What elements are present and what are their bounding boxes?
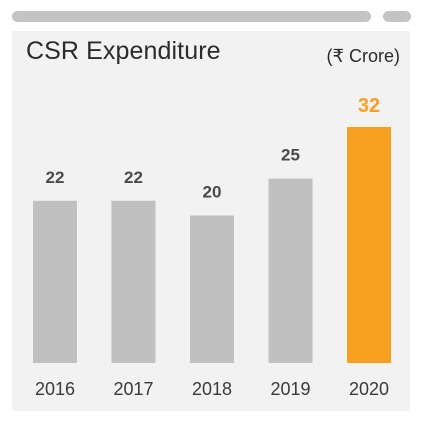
x-tick-2019: 2019 xyxy=(270,379,310,399)
value-label-2020: 32 xyxy=(358,95,380,117)
chart-card: CSR Expenditure (₹ Crore) 22 2016 22 2017 20… xyxy=(12,31,410,411)
chart-title: CSR Expenditure xyxy=(26,37,221,65)
bar-chart: 22 2016 22 2017 20 2018 25 2019 32 2020 xyxy=(33,95,391,399)
bar-2020 xyxy=(347,127,391,363)
top-bar xyxy=(12,11,371,22)
x-tick-2020: 2020 xyxy=(349,379,389,399)
bar-2018 xyxy=(190,215,234,363)
bar-2016 xyxy=(33,200,77,363)
top-bar-stub xyxy=(383,11,411,22)
chart-unit: (₹ Crore) xyxy=(326,46,400,66)
value-label-2016: 22 xyxy=(46,168,65,187)
bar-2017 xyxy=(111,200,156,363)
x-tick-2017: 2017 xyxy=(113,379,153,399)
x-tick-2016: 2016 xyxy=(35,379,75,399)
value-label-2018: 20 xyxy=(203,183,222,202)
x-tick-2018: 2018 xyxy=(192,379,232,399)
bar-2019 xyxy=(268,178,313,363)
value-label-2019: 25 xyxy=(281,146,300,165)
value-label-2017: 22 xyxy=(124,168,143,187)
